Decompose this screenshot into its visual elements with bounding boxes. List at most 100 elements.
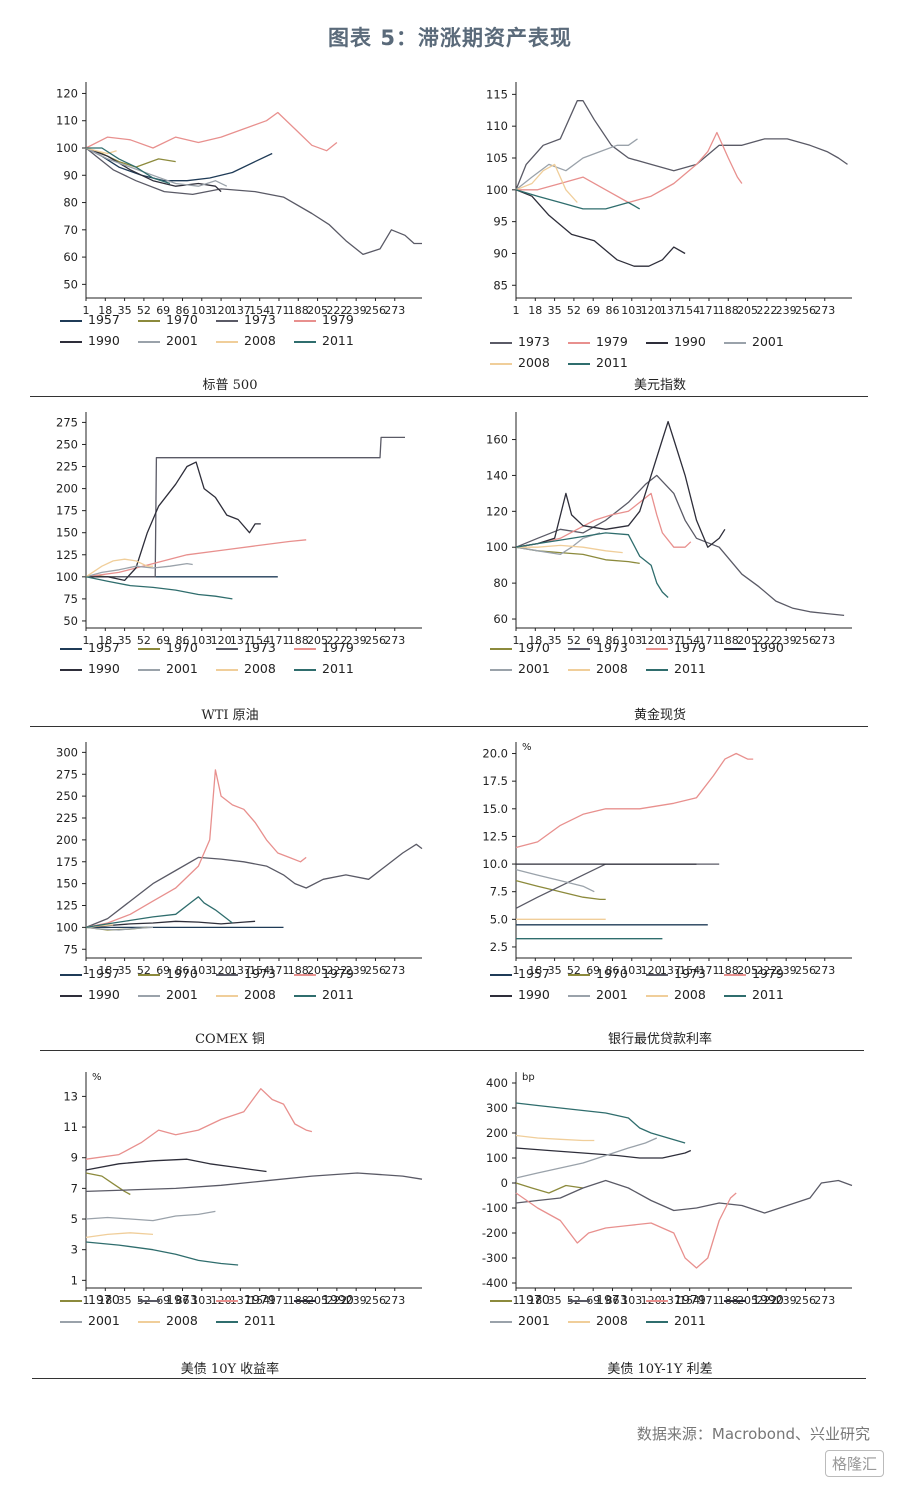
x-tick-label: 18 (98, 634, 112, 647)
x-tick-label: 86 (175, 1294, 189, 1307)
x-tick-label: 222 (326, 964, 347, 977)
y-tick-label: 11 (63, 1120, 78, 1134)
legend-item-1970: 1970 (138, 312, 216, 333)
legend-item-2001: 2001 (138, 661, 216, 682)
legend-swatch (568, 994, 590, 997)
separator (40, 1050, 864, 1051)
x-tick-label: 18 (528, 304, 542, 317)
y-tick-label: 105 (486, 151, 508, 165)
y-tick-label: 50 (63, 614, 78, 628)
y-tick-label: 225 (56, 811, 78, 825)
x-tick-label: 154 (249, 634, 270, 647)
series-line-2011 (86, 147, 171, 185)
series-line-2011 (85, 576, 233, 600)
legend-swatch (138, 319, 160, 322)
caption-wti: WTI 原油 (201, 708, 259, 723)
x-tick-label: 1 (513, 634, 520, 647)
legend-item-1970: 1970 (60, 1292, 138, 1313)
x-tick-label: 222 (756, 634, 777, 647)
x-tick-label: 205 (307, 1294, 328, 1307)
legend-swatch (646, 341, 668, 344)
y-tick-label: 275 (56, 415, 78, 429)
legend-label: 1973 (674, 966, 706, 981)
legend-item-1979: 1979 (294, 640, 372, 661)
x-tick-label: 256 (365, 304, 386, 317)
x-tick-label: 1 (83, 304, 90, 317)
x-tick-label: 86 (175, 304, 189, 317)
series-line-2001 (515, 868, 595, 893)
legend-swatch (724, 647, 746, 650)
legend-item-1979: 1979 (646, 1292, 724, 1313)
legend-label: 2001 (518, 1313, 550, 1328)
y-tick-label: 9 (71, 1151, 78, 1165)
series-line-2011 (515, 189, 641, 210)
legend-label: 2011 (596, 355, 628, 370)
legend-label: 1973 (244, 966, 276, 981)
x-tick-label: 69 (156, 1294, 170, 1307)
legend-ust10y: 1970 1973 1979 1990 2001 2008 2011 (60, 1292, 430, 1334)
y-tick-label: 80 (63, 196, 78, 210)
y-tick-label: 2.5 (490, 940, 508, 954)
caption-gold: 黄金现货 (633, 708, 686, 723)
x-tick-label: 35 (548, 1294, 562, 1307)
legend-item-2001: 2001 (490, 661, 568, 682)
series-line-1979 (85, 539, 307, 578)
legend-swatch (490, 341, 512, 344)
legend-swatch (568, 362, 590, 365)
legend-item-2001: 2001 (60, 1313, 138, 1334)
y-tick-label: 90 (63, 168, 78, 182)
x-tick-label: 171 (698, 964, 719, 977)
legend-swatch (138, 994, 160, 997)
series-line-2011 (85, 1241, 239, 1266)
x-tick-label: 35 (118, 634, 132, 647)
x-tick-label: 239 (346, 1294, 367, 1307)
legend-label: 1973 (596, 640, 628, 655)
y-tick-label: 115 (486, 87, 508, 101)
legend-spread: 1970 1973 1979 1990 2001 2008 2011 (490, 1292, 860, 1334)
series-line-1990 (515, 189, 686, 267)
legend-label: 2001 (166, 661, 198, 676)
legend-label: 2001 (752, 334, 784, 349)
legend-item-1990: 1990 (724, 640, 802, 661)
y-tick-label: -200 (482, 1226, 508, 1240)
legend-swatch (216, 668, 238, 671)
x-tick-label: 222 (756, 964, 777, 977)
legend-swatch (568, 647, 590, 650)
x-tick-label: 86 (175, 964, 189, 977)
x-tick-label: 273 (384, 304, 405, 317)
legend-label: 2011 (244, 1313, 276, 1328)
legend-swatch (216, 319, 238, 322)
x-tick-label: 171 (268, 304, 289, 317)
x-tick-label: 188 (718, 634, 739, 647)
legend-item-2011: 2011 (294, 661, 372, 682)
x-tick-label: 273 (384, 964, 405, 977)
y-tick-label: 100 (486, 183, 508, 197)
y-tick-label: 50 (63, 277, 78, 291)
legend-label: 2008 (244, 661, 276, 676)
legend-item-1973: 1973 (216, 640, 294, 661)
y-tick-label: 300 (56, 745, 78, 759)
x-tick-label: 154 (679, 1294, 700, 1307)
x-tick-label: 222 (326, 304, 347, 317)
x-tick-label: 35 (118, 1294, 132, 1307)
legend-swatch (646, 973, 668, 976)
caption-ust10y: 美债 10Y 收益率 (180, 1362, 280, 1377)
legend-item-2011: 2011 (568, 355, 646, 376)
x-tick-label: 273 (384, 1294, 405, 1307)
y-tick-label: 140 (486, 468, 508, 482)
x-tick-label: 69 (156, 304, 170, 317)
legend-item-1970: 1970 (568, 966, 646, 987)
y-tick-label: 10.0 (482, 857, 508, 871)
series-line-1979 (516, 131, 743, 204)
source-note: 数据来源：Macrobond、兴业研究 (636, 1425, 870, 1443)
series-line-1990 (85, 1158, 267, 1173)
y-tick-label: 90 (493, 246, 508, 260)
legend-swatch (60, 1320, 82, 1323)
x-tick-label: 171 (268, 1294, 289, 1307)
x-tick-label: 18 (98, 1294, 112, 1307)
x-tick-label: 35 (118, 304, 132, 317)
x-tick-label: 154 (249, 1294, 270, 1307)
x-tick-label: 1 (83, 1294, 90, 1307)
series-line-2008 (85, 1232, 154, 1239)
x-tick-label: 35 (548, 964, 562, 977)
